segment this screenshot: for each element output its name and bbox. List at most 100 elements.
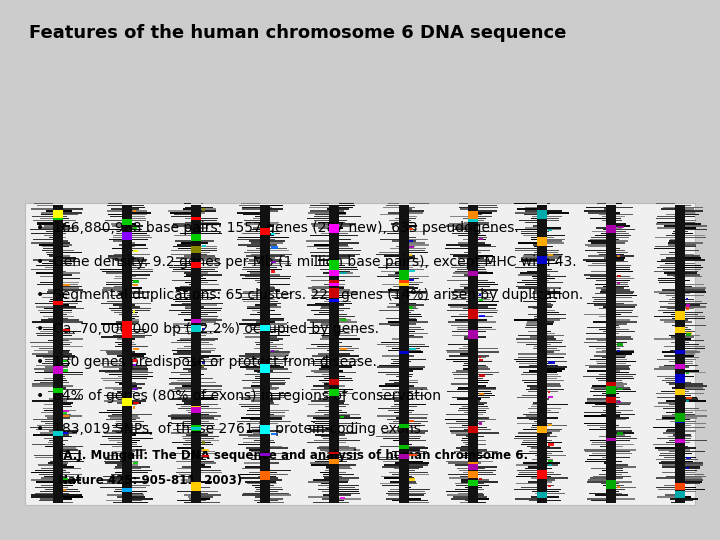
Bar	[132, 297, 146, 298]
Bar	[547, 203, 550, 204]
Bar	[525, 221, 537, 223]
Bar	[102, 323, 122, 325]
Bar	[593, 231, 606, 232]
Bar	[675, 364, 685, 369]
Bar	[387, 419, 399, 421]
Bar	[533, 402, 537, 403]
Bar	[44, 235, 53, 236]
Bar	[188, 411, 191, 413]
Bar	[340, 416, 343, 418]
Bar	[462, 438, 468, 440]
Bar	[320, 308, 329, 309]
Bar	[589, 492, 606, 494]
Bar	[662, 472, 675, 473]
Bar	[665, 430, 675, 432]
Bar	[547, 276, 566, 278]
Bar	[177, 333, 191, 334]
Bar	[339, 446, 349, 447]
Bar	[63, 346, 83, 347]
Bar	[548, 254, 554, 256]
Bar	[478, 433, 498, 434]
Bar	[478, 284, 498, 285]
Bar	[183, 427, 191, 428]
Bar	[454, 289, 468, 291]
Bar	[307, 218, 329, 219]
Bar	[270, 254, 292, 255]
Bar	[547, 274, 551, 275]
Bar	[662, 417, 675, 418]
Bar	[201, 334, 206, 336]
Bar	[461, 480, 468, 481]
Bar	[132, 263, 150, 264]
Bar	[662, 464, 675, 465]
Bar	[685, 208, 693, 210]
Bar	[531, 239, 537, 240]
Bar	[339, 342, 342, 343]
Bar	[172, 280, 191, 281]
Bar	[201, 374, 204, 375]
Bar	[409, 333, 428, 334]
Bar	[323, 491, 329, 492]
Bar	[547, 333, 555, 334]
Bar	[478, 368, 490, 370]
Bar	[378, 372, 399, 374]
Bar	[409, 212, 423, 213]
Bar	[339, 235, 358, 236]
Bar	[339, 250, 361, 251]
Bar	[603, 229, 606, 231]
Bar	[201, 308, 222, 309]
Bar	[660, 453, 675, 454]
Bar	[522, 380, 537, 381]
Bar	[446, 349, 468, 351]
Bar	[548, 443, 554, 446]
Bar	[322, 336, 329, 338]
Bar	[201, 255, 215, 257]
Bar	[479, 393, 485, 395]
Bar	[409, 444, 413, 445]
Bar	[447, 280, 468, 281]
Bar	[547, 430, 559, 432]
Bar	[409, 344, 426, 345]
Bar	[260, 426, 270, 434]
Bar	[462, 481, 468, 483]
Bar	[184, 346, 191, 347]
Bar	[547, 336, 554, 338]
Bar	[468, 426, 478, 433]
Text: •  84% of genes (80% of exons) in regions of conservation: • 84% of genes (80% of exons) in regions…	[36, 389, 441, 403]
Bar	[117, 421, 122, 422]
Bar	[616, 280, 630, 281]
Bar	[100, 349, 122, 351]
Bar	[132, 212, 151, 213]
Bar	[685, 207, 703, 208]
Bar	[201, 284, 219, 285]
Bar	[114, 389, 122, 390]
Bar	[548, 391, 551, 393]
Bar	[599, 214, 606, 215]
Bar	[518, 472, 537, 473]
Bar	[616, 391, 636, 392]
Bar	[308, 212, 329, 213]
Bar	[270, 344, 284, 345]
Bar	[317, 458, 329, 460]
Bar	[183, 421, 191, 422]
Bar	[270, 423, 278, 424]
Bar	[588, 255, 606, 257]
Bar	[604, 208, 606, 210]
Bar	[339, 265, 345, 266]
Bar	[547, 489, 561, 490]
Bar	[409, 446, 425, 447]
Bar	[616, 216, 625, 217]
Bar	[478, 457, 493, 458]
Bar	[685, 299, 693, 300]
Bar	[63, 369, 68, 372]
Bar	[478, 372, 499, 374]
Bar	[391, 406, 399, 407]
Bar	[656, 487, 675, 488]
Bar	[409, 221, 412, 223]
Bar	[547, 334, 564, 336]
Bar	[685, 446, 688, 447]
Bar	[132, 333, 145, 334]
Bar	[201, 344, 212, 345]
Bar	[685, 291, 706, 293]
Bar	[654, 271, 675, 272]
